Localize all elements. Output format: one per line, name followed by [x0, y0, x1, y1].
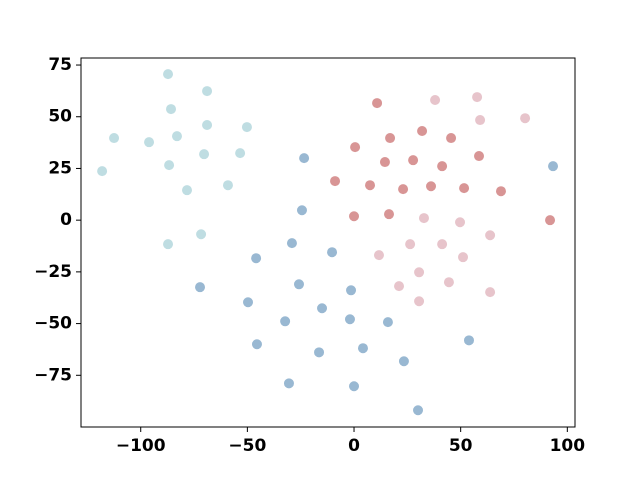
point [317, 303, 328, 314]
point [485, 287, 496, 298]
point [418, 213, 429, 224]
point [182, 185, 193, 196]
point [144, 137, 155, 148]
y-tick-label: −75 [34, 365, 72, 385]
point [202, 86, 213, 97]
point [299, 153, 310, 164]
point [437, 161, 448, 172]
point [472, 92, 483, 103]
point [545, 215, 556, 226]
x-tick-label: 50 [449, 436, 473, 456]
point [385, 133, 396, 144]
point [251, 253, 262, 264]
x-tick-label: −100 [116, 436, 166, 456]
point [195, 282, 206, 293]
point [350, 142, 361, 153]
x-tick-label: 0 [348, 436, 360, 456]
point [327, 247, 338, 258]
point [286, 238, 297, 249]
point [346, 285, 357, 296]
point [426, 181, 437, 192]
point [171, 131, 182, 142]
point [413, 405, 424, 416]
point [235, 148, 246, 159]
y-tick-label: −50 [34, 314, 72, 334]
point [222, 180, 233, 191]
y-tick-label: 50 [48, 107, 72, 127]
y-tick-label: 75 [48, 55, 72, 75]
point [314, 347, 325, 358]
y-tick-label: −25 [34, 262, 72, 282]
point [349, 211, 360, 222]
point [344, 314, 355, 325]
point [379, 157, 390, 168]
point [485, 230, 496, 241]
point [330, 176, 341, 187]
point [459, 183, 470, 194]
point [202, 120, 213, 131]
y-tick-label: 0 [60, 210, 72, 230]
point [166, 104, 177, 115]
point [548, 161, 559, 172]
point [109, 133, 120, 144]
point [458, 252, 469, 263]
x-tick-label: 100 [550, 436, 586, 456]
point [408, 155, 419, 166]
point [455, 217, 466, 228]
point [199, 149, 210, 160]
point [243, 297, 254, 308]
point [97, 166, 108, 177]
point [196, 229, 207, 240]
point [296, 205, 307, 216]
point [349, 381, 360, 392]
point [357, 343, 368, 354]
point [163, 239, 174, 250]
point [430, 94, 441, 105]
point [394, 281, 405, 292]
point [474, 151, 485, 162]
point [443, 277, 454, 288]
point [283, 378, 294, 389]
point [405, 239, 416, 250]
point [372, 98, 383, 109]
point [163, 69, 174, 80]
point [251, 339, 262, 350]
point [475, 115, 486, 126]
point [417, 126, 428, 137]
point [384, 209, 395, 220]
point [520, 113, 531, 124]
point [280, 316, 291, 327]
point [495, 186, 506, 197]
point [446, 133, 457, 144]
point [382, 317, 393, 328]
point [463, 335, 474, 346]
point [398, 356, 409, 367]
y-tick-label: 25 [48, 158, 72, 178]
point [365, 180, 376, 191]
point [398, 184, 409, 195]
point [373, 250, 384, 261]
plot-frame [80, 57, 576, 428]
point [293, 279, 304, 290]
point [414, 296, 425, 307]
x-tick-label: −50 [228, 436, 266, 456]
point [414, 267, 425, 278]
point [241, 122, 252, 133]
point [437, 239, 448, 250]
point [164, 160, 175, 171]
